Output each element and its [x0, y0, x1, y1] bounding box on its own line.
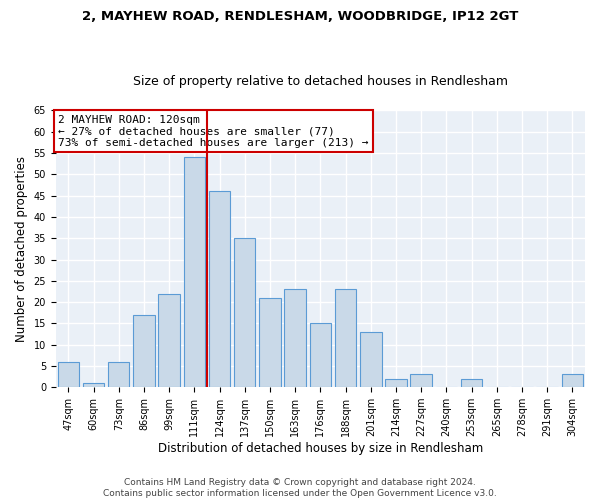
- Bar: [259, 298, 281, 387]
- Title: Size of property relative to detached houses in Rendlesham: Size of property relative to detached ho…: [133, 76, 508, 88]
- Bar: [562, 374, 583, 387]
- Bar: [133, 315, 155, 387]
- Bar: [461, 378, 482, 387]
- Bar: [58, 362, 79, 387]
- Y-axis label: Number of detached properties: Number of detached properties: [15, 156, 28, 342]
- Bar: [108, 362, 130, 387]
- Text: Contains HM Land Registry data © Crown copyright and database right 2024.
Contai: Contains HM Land Registry data © Crown c…: [103, 478, 497, 498]
- Bar: [385, 378, 407, 387]
- Text: 2, MAYHEW ROAD, RENDLESHAM, WOODBRIDGE, IP12 2GT: 2, MAYHEW ROAD, RENDLESHAM, WOODBRIDGE, …: [82, 10, 518, 23]
- Bar: [360, 332, 382, 387]
- Bar: [310, 324, 331, 387]
- Bar: [410, 374, 432, 387]
- X-axis label: Distribution of detached houses by size in Rendlesham: Distribution of detached houses by size …: [158, 442, 483, 455]
- Bar: [209, 192, 230, 387]
- Bar: [83, 383, 104, 387]
- Bar: [335, 290, 356, 387]
- Bar: [234, 238, 256, 387]
- Text: 2 MAYHEW ROAD: 120sqm
← 27% of detached houses are smaller (77)
73% of semi-deta: 2 MAYHEW ROAD: 120sqm ← 27% of detached …: [58, 114, 369, 148]
- Bar: [184, 158, 205, 387]
- Bar: [284, 290, 306, 387]
- Bar: [158, 294, 180, 387]
